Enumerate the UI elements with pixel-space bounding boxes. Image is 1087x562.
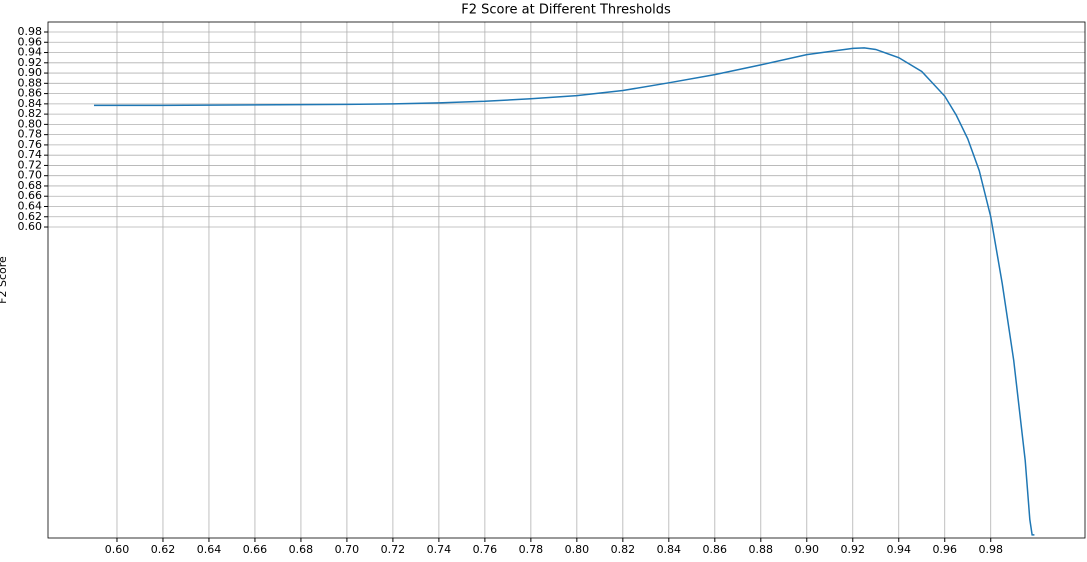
y-tick-label: 0.68 <box>18 179 43 192</box>
x-tick-label: 0.88 <box>749 543 774 556</box>
x-tick-label: 0.74 <box>427 543 452 556</box>
chart-title: F2 Score at Different Thresholds <box>461 3 671 18</box>
x-tick-label: 0.82 <box>611 543 636 556</box>
x-tick-label: 0.90 <box>795 543 820 556</box>
x-tick-label: 0.96 <box>932 543 957 556</box>
y-tick-label: 0.96 <box>18 35 43 48</box>
x-tick-label: 0.92 <box>841 543 866 556</box>
x-tick-label: 0.80 <box>565 543 590 556</box>
y-tick-label: 0.60 <box>18 220 43 233</box>
y-tick-label: 0.66 <box>18 189 43 202</box>
x-tick-label: 0.94 <box>887 543 912 556</box>
y-tick-label: 0.80 <box>18 117 43 130</box>
x-tick-label: 0.62 <box>151 543 176 556</box>
y-axis-label: F2 Score <box>0 256 9 304</box>
x-tick-label: 0.86 <box>703 543 728 556</box>
x-tick-label: 0.66 <box>243 543 268 556</box>
x-tick-label: 0.70 <box>335 543 360 556</box>
x-tick-label: 0.60 <box>105 543 130 556</box>
y-tick-label: 0.88 <box>18 76 43 89</box>
y-tick-label: 0.72 <box>18 158 43 171</box>
y-tick-label: 0.76 <box>18 138 43 151</box>
x-tick-label: 0.98 <box>978 543 1003 556</box>
y-tick-label: 0.90 <box>18 66 43 79</box>
y-tick-label: 0.84 <box>18 97 43 110</box>
y-tick-label: 0.86 <box>18 87 43 100</box>
x-tick-label: 0.64 <box>197 543 222 556</box>
x-tick-label: 0.84 <box>657 543 682 556</box>
y-tick-label: 0.92 <box>18 56 43 69</box>
x-tick-label: 0.68 <box>289 543 314 556</box>
y-tick-label: 0.70 <box>18 169 43 182</box>
x-tick-label: 0.78 <box>519 543 544 556</box>
line-series <box>93 47 1035 536</box>
y-tick-label: 0.94 <box>18 46 43 59</box>
y-tick-label: 0.98 <box>18 25 43 38</box>
plot-frame <box>47 21 1086 539</box>
y-tick-label: 0.62 <box>18 210 43 223</box>
x-tick-label: 0.76 <box>473 543 498 556</box>
y-tick-label: 0.78 <box>18 128 43 141</box>
y-tick-label: 0.82 <box>18 107 43 120</box>
y-tick-label: 0.74 <box>18 148 43 161</box>
y-tick-label: 0.64 <box>18 199 43 212</box>
x-tick-label: 0.72 <box>381 543 406 556</box>
